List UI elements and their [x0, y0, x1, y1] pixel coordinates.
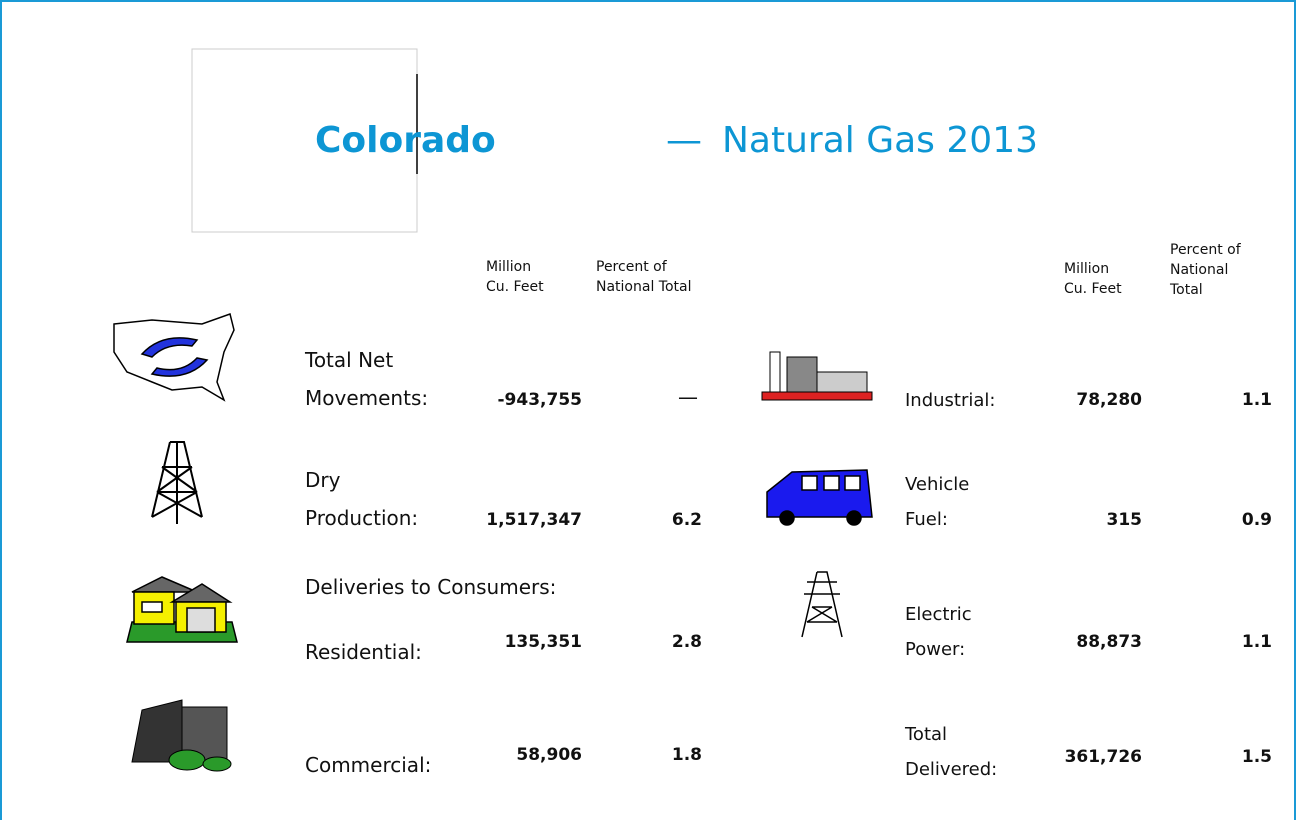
factory-icon	[761, 351, 873, 401]
percent: 1.8	[671, 745, 702, 765]
pylon-icon	[801, 571, 843, 638]
row-label: Total Delivered:	[905, 724, 998, 780]
state-title: Colorado	[315, 120, 496, 161]
volume: 361,726	[1064, 747, 1142, 767]
building-icon	[131, 699, 232, 772]
volume: 1,517,347	[486, 510, 582, 530]
volume: -943,755	[497, 390, 583, 410]
title-dash: —	[666, 120, 702, 161]
derrick-icon	[151, 441, 203, 524]
column-header: Million Cu. Feet	[486, 259, 544, 295]
row-label: Commercial:	[305, 753, 432, 777]
percent: 1.5	[1241, 747, 1272, 767]
volume: 135,351	[504, 632, 582, 652]
percent: 1.1	[1241, 632, 1272, 652]
volume: 78,280	[1076, 390, 1142, 410]
percent: —	[678, 385, 698, 409]
row-label: Total Net Movements:	[305, 348, 429, 410]
us-map-icon	[113, 313, 235, 402]
volume: 58,906	[516, 745, 582, 765]
subtitle: Natural Gas 2013	[722, 120, 1039, 161]
percent: 0.9	[1241, 510, 1272, 530]
row-label: Dry Production:	[305, 468, 419, 530]
column-header: Million Cu. Feet	[1064, 261, 1122, 297]
row-label: Residential:	[305, 640, 422, 664]
house-icon	[126, 576, 238, 643]
row-label: Electric Power:	[905, 604, 972, 660]
volume: 315	[1106, 510, 1143, 530]
row-label: Vehicle Fuel:	[905, 474, 970, 530]
percent: 1.1	[1241, 390, 1272, 410]
column-header: Percent of National Total	[596, 259, 692, 295]
column-header: Percent of National Total	[1170, 242, 1241, 298]
percent: 6.2	[671, 510, 702, 530]
van-icon	[766, 469, 873, 526]
section-heading: Deliveries to Consumers:	[305, 575, 557, 599]
percent: 2.8	[671, 632, 702, 652]
row-label: Industrial:	[905, 390, 996, 411]
volume: 88,873	[1076, 632, 1142, 652]
